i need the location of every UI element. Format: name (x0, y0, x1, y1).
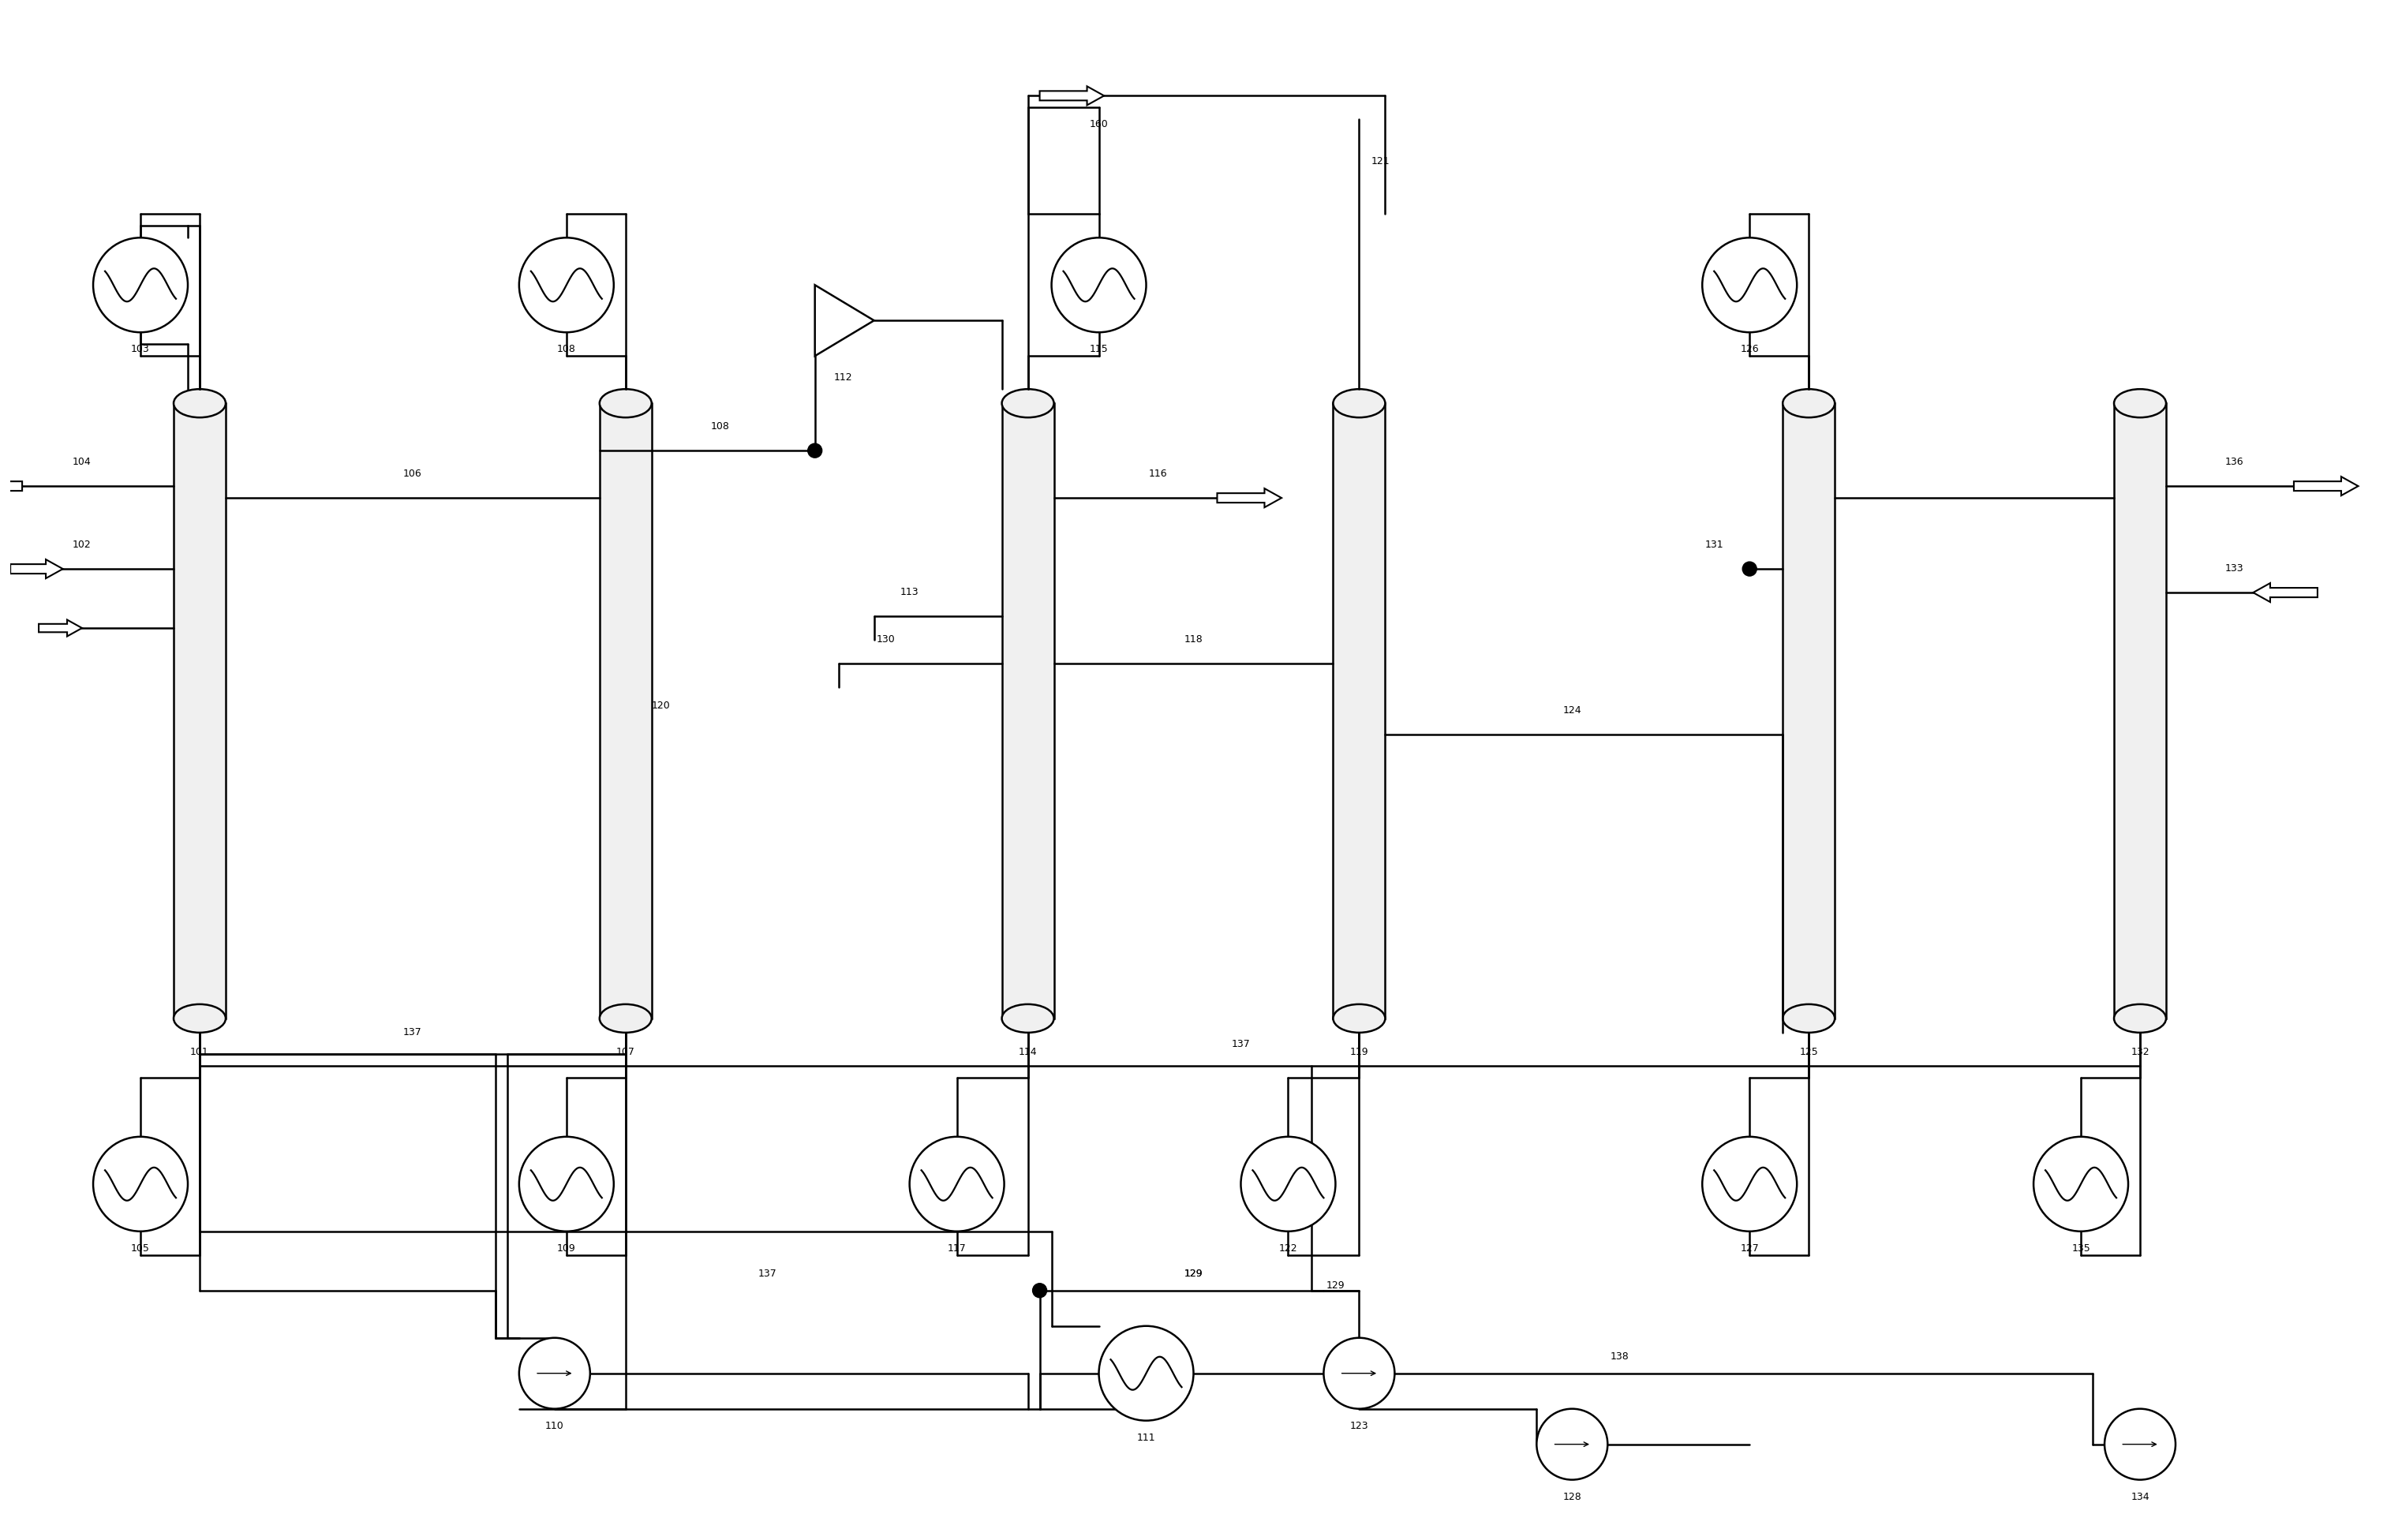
Text: 107: 107 (616, 1047, 635, 1056)
Circle shape (518, 1338, 590, 1409)
Text: 130: 130 (876, 634, 895, 645)
Text: 122: 122 (1279, 1243, 1299, 1254)
Bar (1332, 403, 1384, 1018)
Text: 129: 129 (1184, 1269, 1203, 1278)
Bar (2115, 403, 2165, 1018)
Text: 129: 129 (1327, 1280, 1344, 1291)
Circle shape (1034, 1283, 1048, 1298)
Circle shape (2105, 1409, 2175, 1480)
Polygon shape (2294, 477, 2358, 496)
Circle shape (93, 237, 189, 333)
Text: 106: 106 (403, 468, 422, 479)
Text: 108: 108 (556, 343, 575, 354)
Text: 129: 129 (1184, 1269, 1203, 1278)
Ellipse shape (1783, 390, 1836, 417)
Text: 119: 119 (1349, 1047, 1368, 1056)
Text: 137: 137 (403, 1027, 422, 1038)
Text: 136: 136 (2225, 457, 2244, 467)
Circle shape (909, 1137, 1005, 1232)
Circle shape (518, 1137, 613, 1232)
Polygon shape (2253, 584, 2318, 602)
Circle shape (1098, 1326, 1194, 1420)
Text: 115: 115 (1088, 343, 1108, 354)
Text: 137: 137 (759, 1269, 776, 1278)
Circle shape (2034, 1137, 2129, 1232)
Text: 105: 105 (131, 1243, 150, 1254)
Ellipse shape (2115, 1004, 2165, 1033)
Circle shape (1702, 1137, 1797, 1232)
Circle shape (1325, 1338, 1394, 1409)
Text: 126: 126 (1740, 343, 1759, 354)
Text: 160: 160 (1088, 120, 1108, 129)
Text: 108: 108 (711, 422, 730, 431)
Bar (1003, 403, 1055, 1018)
Text: 114: 114 (1019, 1047, 1038, 1056)
Text: 109: 109 (556, 1243, 575, 1254)
Ellipse shape (2115, 390, 2165, 417)
Text: 125: 125 (1800, 1047, 1819, 1056)
Text: 110: 110 (544, 1420, 563, 1431)
Text: 131: 131 (1704, 539, 1723, 550)
Polygon shape (10, 559, 62, 579)
Circle shape (1743, 562, 1757, 576)
Text: 116: 116 (1148, 468, 1167, 479)
Ellipse shape (1332, 390, 1384, 417)
Text: 121: 121 (1370, 157, 1389, 166)
Text: 117: 117 (948, 1243, 967, 1254)
Ellipse shape (599, 1004, 652, 1033)
Text: 104: 104 (72, 457, 91, 467)
Ellipse shape (599, 390, 652, 417)
Polygon shape (1217, 488, 1282, 507)
Circle shape (1702, 237, 1797, 333)
Text: 112: 112 (833, 373, 852, 383)
Circle shape (93, 1137, 189, 1232)
Circle shape (1053, 237, 1146, 333)
Text: 134: 134 (2132, 1492, 2148, 1502)
Text: 111: 111 (1136, 1432, 1155, 1443)
Text: 113: 113 (900, 587, 919, 598)
Circle shape (1537, 1409, 1606, 1480)
Polygon shape (38, 619, 81, 636)
Text: 101: 101 (191, 1047, 210, 1056)
Text: 138: 138 (1611, 1351, 1628, 1361)
Circle shape (1241, 1137, 1334, 1232)
Polygon shape (814, 285, 874, 356)
Text: 127: 127 (1740, 1243, 1759, 1254)
Polygon shape (0, 477, 21, 496)
Ellipse shape (174, 1004, 227, 1033)
Text: 128: 128 (1563, 1492, 1583, 1502)
Bar (599, 403, 652, 1018)
Text: 124: 124 (1563, 705, 1583, 716)
Ellipse shape (1003, 1004, 1055, 1033)
Bar (174, 403, 227, 1018)
Polygon shape (1041, 86, 1105, 105)
Text: 102: 102 (72, 539, 91, 550)
Text: 132: 132 (2132, 1047, 2148, 1056)
Ellipse shape (1783, 1004, 1836, 1033)
Circle shape (518, 237, 613, 333)
Text: 123: 123 (1349, 1420, 1368, 1431)
Ellipse shape (174, 390, 227, 417)
Text: 137: 137 (1232, 1040, 1251, 1049)
Text: 133: 133 (2225, 564, 2244, 573)
Circle shape (807, 444, 821, 457)
Text: 135: 135 (2072, 1243, 2091, 1254)
Ellipse shape (1332, 1004, 1384, 1033)
Text: 118: 118 (1184, 634, 1203, 645)
Ellipse shape (1003, 390, 1055, 417)
Text: 103: 103 (131, 343, 150, 354)
Text: 120: 120 (652, 701, 671, 711)
Bar (1783, 403, 1836, 1018)
